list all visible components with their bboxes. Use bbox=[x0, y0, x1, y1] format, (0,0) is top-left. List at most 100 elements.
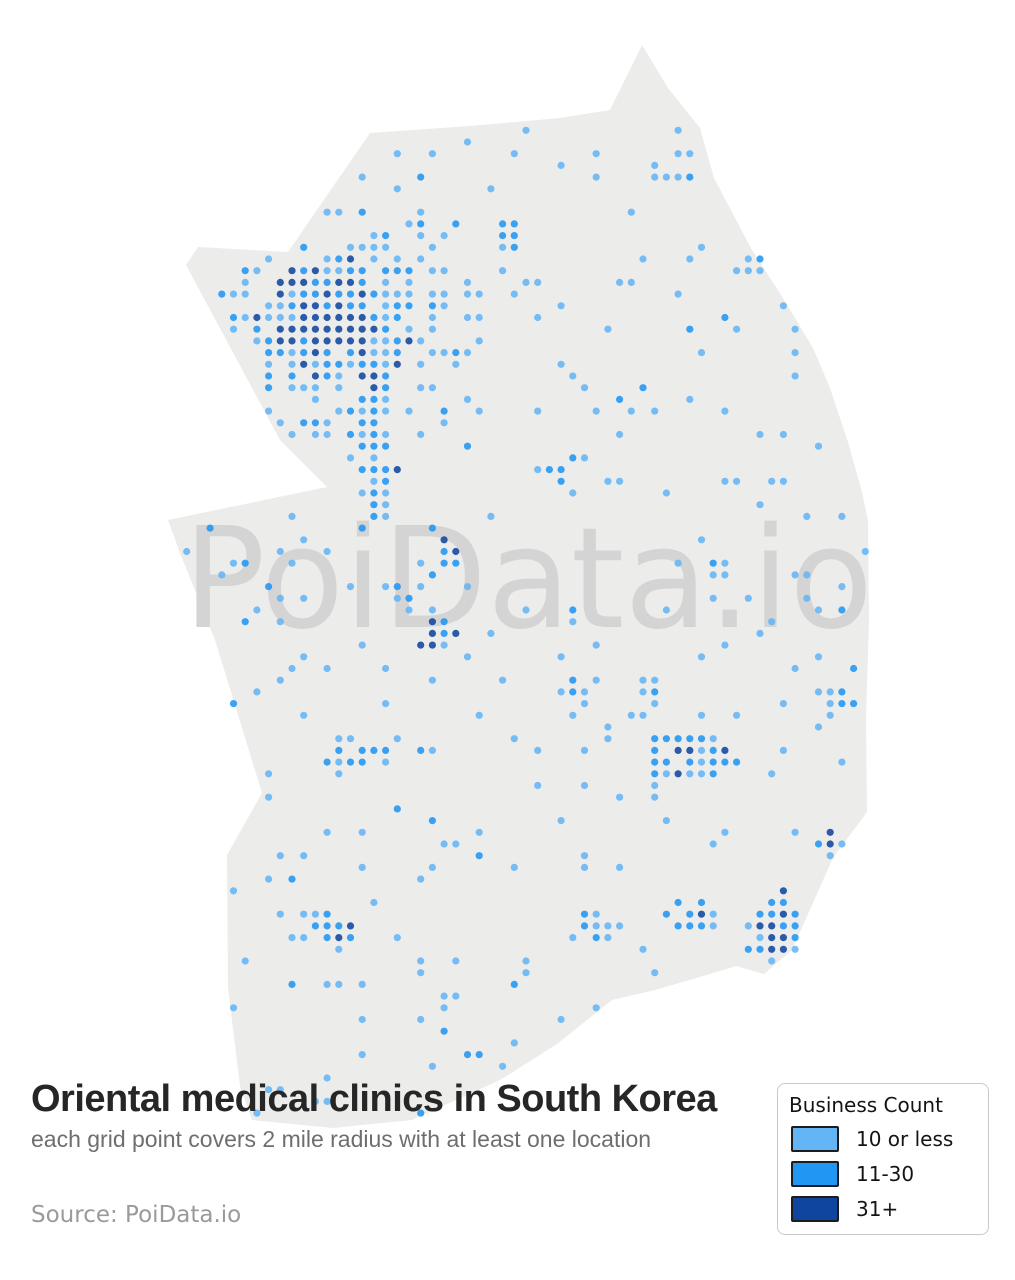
grid-dot bbox=[569, 606, 577, 614]
grid-dot bbox=[311, 290, 319, 298]
grid-dot bbox=[323, 828, 331, 836]
grid-dot bbox=[288, 349, 296, 357]
grid-dot bbox=[335, 337, 343, 345]
grid-dot bbox=[487, 185, 495, 193]
grid-dot bbox=[370, 419, 378, 427]
grid-dot bbox=[779, 910, 788, 918]
grid-dot bbox=[428, 267, 436, 275]
grid-dot bbox=[557, 653, 565, 661]
grid-dot bbox=[393, 735, 401, 743]
grid-dot bbox=[779, 700, 788, 708]
grid-dot bbox=[428, 629, 436, 638]
grid-dot bbox=[288, 325, 296, 333]
grid-dot bbox=[463, 313, 472, 322]
grid-dot bbox=[604, 922, 612, 930]
grid-dot bbox=[253, 606, 261, 614]
grid-dot bbox=[510, 150, 518, 158]
grid-dot bbox=[604, 477, 612, 485]
grid-dot bbox=[803, 594, 811, 602]
grid-dot bbox=[475, 828, 483, 836]
grid-dot bbox=[370, 501, 378, 509]
grid-dot bbox=[639, 711, 647, 719]
grid-dot bbox=[651, 161, 659, 169]
grid-dot bbox=[452, 559, 460, 567]
grid-dot bbox=[311, 313, 319, 322]
grid-dot bbox=[838, 688, 846, 696]
grid-dot bbox=[358, 360, 366, 368]
grid-dot bbox=[733, 758, 741, 766]
grid-dot bbox=[733, 267, 741, 275]
grid-dot bbox=[697, 746, 706, 755]
grid-dot bbox=[358, 828, 366, 836]
grid-dot bbox=[534, 313, 542, 322]
grid-dot bbox=[265, 583, 273, 591]
grid-dot bbox=[323, 302, 331, 310]
grid-dot bbox=[370, 360, 378, 368]
grid-dot bbox=[639, 255, 647, 263]
grid-dot bbox=[791, 372, 799, 380]
grid-dot bbox=[229, 700, 238, 708]
grid-dot bbox=[300, 711, 308, 719]
grid-dot bbox=[382, 407, 390, 415]
grid-dot bbox=[592, 910, 600, 918]
grid-dot bbox=[440, 992, 448, 1000]
grid-dot bbox=[662, 606, 671, 614]
grid-dot bbox=[674, 735, 682, 743]
grid-dot bbox=[651, 735, 659, 743]
grid-dot bbox=[323, 278, 331, 286]
grid-dot bbox=[417, 641, 425, 649]
grid-dot bbox=[288, 384, 296, 392]
grid-dot bbox=[510, 232, 518, 240]
grid-dot bbox=[335, 302, 343, 310]
grid-dot bbox=[452, 220, 460, 228]
grid-dot bbox=[721, 828, 729, 836]
grid-dot bbox=[440, 629, 448, 638]
grid-dot bbox=[265, 407, 273, 415]
grid-dot bbox=[300, 243, 308, 251]
grid-dot bbox=[358, 337, 366, 345]
grid-dot bbox=[452, 840, 460, 848]
grid-dot bbox=[756, 255, 764, 263]
grid-dot bbox=[580, 910, 589, 918]
grid-dot bbox=[721, 746, 729, 755]
grid-dot bbox=[779, 898, 788, 907]
grid-dot bbox=[311, 267, 319, 275]
grid-dot bbox=[323, 313, 331, 322]
grid-dot bbox=[463, 442, 472, 450]
grid-dot bbox=[358, 278, 366, 286]
grid-dot bbox=[323, 419, 331, 427]
grid-dot bbox=[510, 220, 518, 228]
grid-dot bbox=[288, 372, 296, 380]
grid-dot bbox=[592, 934, 600, 942]
grid-dot bbox=[323, 664, 331, 673]
watermark-text: PoiData.io bbox=[183, 498, 873, 661]
grid-dot bbox=[335, 746, 343, 755]
grid-dot bbox=[440, 349, 448, 357]
grid-dot bbox=[651, 688, 659, 696]
grid-dot bbox=[346, 278, 355, 286]
grid-dot bbox=[288, 278, 296, 286]
page-subtitle: each grid point covers 2 mile radius wit… bbox=[31, 1126, 652, 1152]
grid-dot bbox=[241, 957, 249, 965]
grid-dot bbox=[452, 547, 460, 556]
grid-dot bbox=[826, 711, 834, 719]
grid-dot bbox=[311, 419, 319, 427]
grid-dot bbox=[335, 758, 343, 766]
grid-dot bbox=[346, 454, 355, 462]
grid-dot bbox=[417, 875, 425, 883]
grid-dot bbox=[335, 770, 343, 778]
grid-dot bbox=[405, 337, 413, 345]
grid-dot bbox=[686, 922, 694, 930]
grid-dot bbox=[721, 313, 729, 322]
grid-dot bbox=[616, 922, 624, 930]
grid-dot bbox=[557, 161, 565, 169]
grid-dot bbox=[779, 922, 788, 930]
grid-dot bbox=[382, 442, 390, 450]
grid-dot bbox=[241, 267, 249, 275]
grid-dot bbox=[475, 1051, 483, 1059]
grid-dot bbox=[662, 489, 671, 497]
grid-dot bbox=[697, 349, 706, 357]
grid-dot bbox=[335, 290, 343, 298]
grid-dot bbox=[604, 723, 612, 731]
grid-dot bbox=[756, 267, 764, 275]
